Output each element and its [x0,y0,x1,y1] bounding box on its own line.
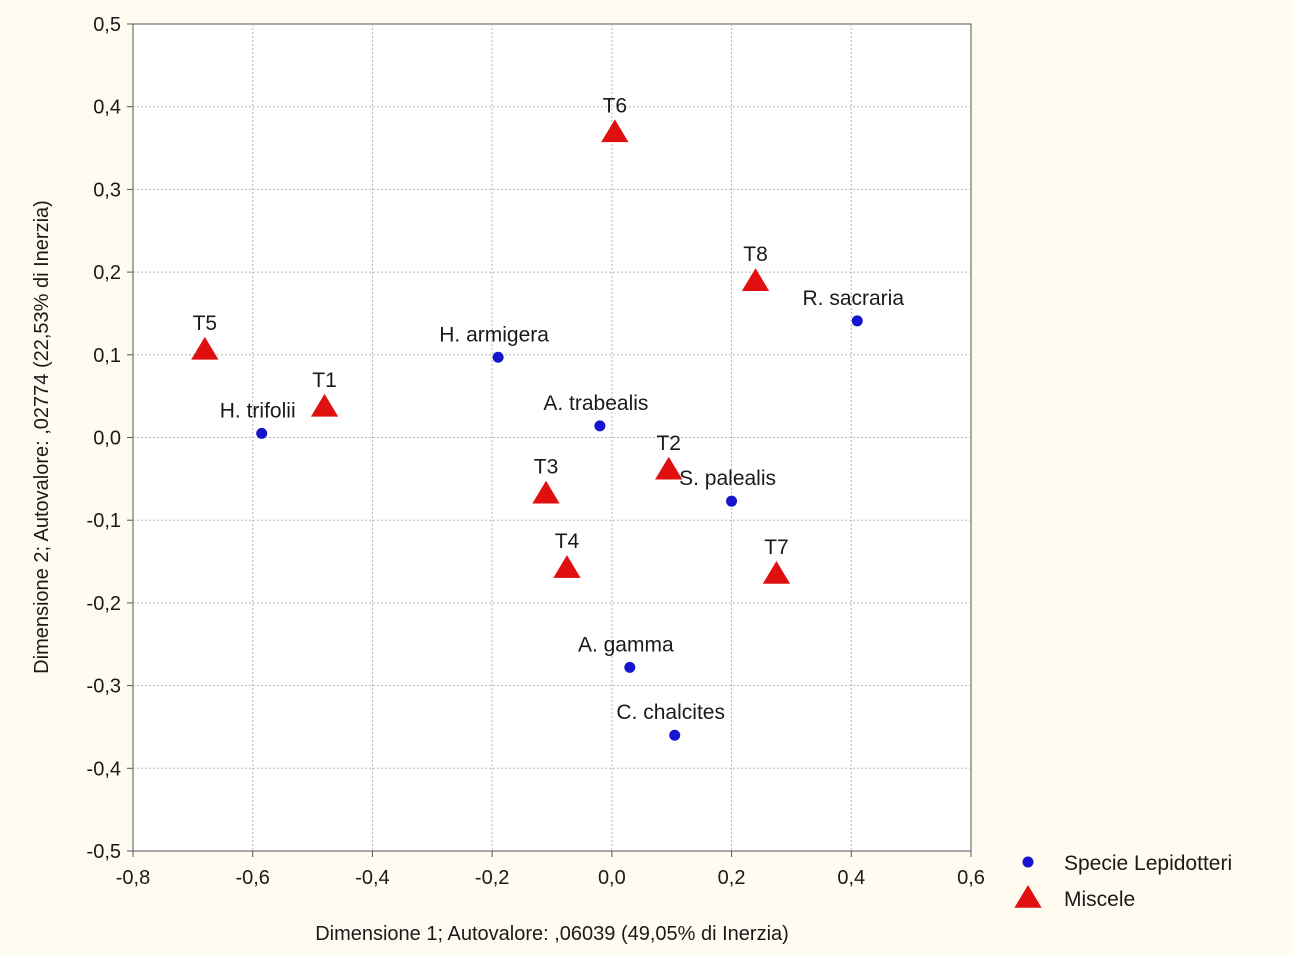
y-axis-title: Dimensione 2; Autovalore: ,02774 (22,53%… [31,200,53,674]
data-point: C. chalcites [616,701,725,741]
miscela-point-label: T1 [312,369,337,392]
y-tick-label: 0,1 [93,345,121,367]
plot-area [132,23,972,852]
legend-item: Miscele [1014,885,1135,911]
data-point: A. trabealis [543,392,648,432]
species-point-label: H. trifolii [220,399,296,422]
data-point: R. sacraria [803,287,905,327]
legend-triangle-icon [1014,885,1042,908]
x-tick-label: -0,4 [355,867,389,889]
y-tick-label: 0,4 [93,97,121,119]
legend-label: Specie Lepidotteri [1064,852,1232,875]
species-point-marker [851,315,863,327]
miscela-point-label: T6 [603,94,628,117]
species-point-marker [492,351,504,363]
y-tick-label: 0,5 [93,14,121,36]
data-point: A. gamma [578,633,674,673]
y-tick-label: 0,2 [93,262,121,284]
data-point: H. armigera [439,323,549,363]
miscela-point-marker [762,560,791,584]
x-tick-label: -0,8 [116,867,150,889]
x-tick-label: 0,2 [718,867,746,889]
x-tick-label: 0,0 [598,867,626,889]
y-tick-label: -0,1 [87,510,121,532]
species-point-marker [256,427,268,439]
species-point-label: S. palealis [679,467,776,490]
miscela-point-label: T7 [764,536,789,559]
miscela-point-marker [741,268,770,291]
miscela-point-label: T5 [193,312,218,335]
x-tick-label: -0,6 [235,867,269,889]
x-axis-title: Dimensione 1; Autovalore: ,06039 (49,05%… [315,923,789,945]
miscela-point-marker [532,480,560,504]
miscela-point-label: T2 [656,432,681,455]
miscela-point-label: T3 [534,456,559,479]
x-tick-label: 0,4 [837,867,865,889]
y-tick-label: -0,3 [87,676,121,698]
species-point-marker [594,420,606,432]
miscela-point-marker [553,555,581,578]
species-point-label: H. armigera [439,323,549,346]
species-point-label: A. gamma [578,633,674,656]
x-tick-label: -0,2 [475,867,509,889]
miscela-point-marker [601,119,629,143]
species-point-label: A. trabealis [543,392,648,415]
data-point: T6 [601,94,629,143]
miscela-point-label: T8 [743,243,768,266]
miscela-point-marker [191,336,219,360]
x-tick-label: 0,6 [957,867,985,889]
y-tick-label: -0,2 [87,593,121,615]
y-tick-label: -0,4 [87,758,121,780]
species-point-marker [669,729,681,741]
miscela-point-marker [310,393,339,417]
y-tick-label: -0,5 [87,841,121,863]
legend: Specie Lepidotteri Miscele [1014,852,1232,911]
species-point-label: C. chalcites [616,701,725,724]
data-point: S. palealis [679,467,776,507]
miscela-point-label: T4 [555,530,580,553]
species-point-label: R. sacraria [803,287,905,310]
grid-layer [133,24,971,851]
species-point-marker [726,495,738,507]
data-point: T4 [553,530,581,578]
miscela-point-marker [655,456,683,480]
data-point: T5 [191,312,219,360]
legend-circle-icon [1022,856,1034,868]
data-point: T8 [741,243,770,291]
tick-layer: -0,8 -0,6 -0,4 -0,2 0,0 0,2 0,4 0,6 0,5 0,4 0,3 0,2… [87,14,985,889]
data-point: T2 [655,432,683,480]
data-point: T7 [762,536,791,584]
y-tick-label: 0,0 [93,428,121,450]
points-layer: H. trifolii H. armigera A. trabealis S. pal… [191,94,905,741]
legend-item: Specie Lepidotteri [1022,852,1232,875]
data-point: T3 [532,456,560,504]
species-point-marker [624,661,636,673]
legend-label: Miscele [1064,888,1135,911]
y-tick-label: 0,3 [93,179,121,201]
data-point: T1 [310,369,339,417]
data-point: H. trifolii [220,399,296,439]
